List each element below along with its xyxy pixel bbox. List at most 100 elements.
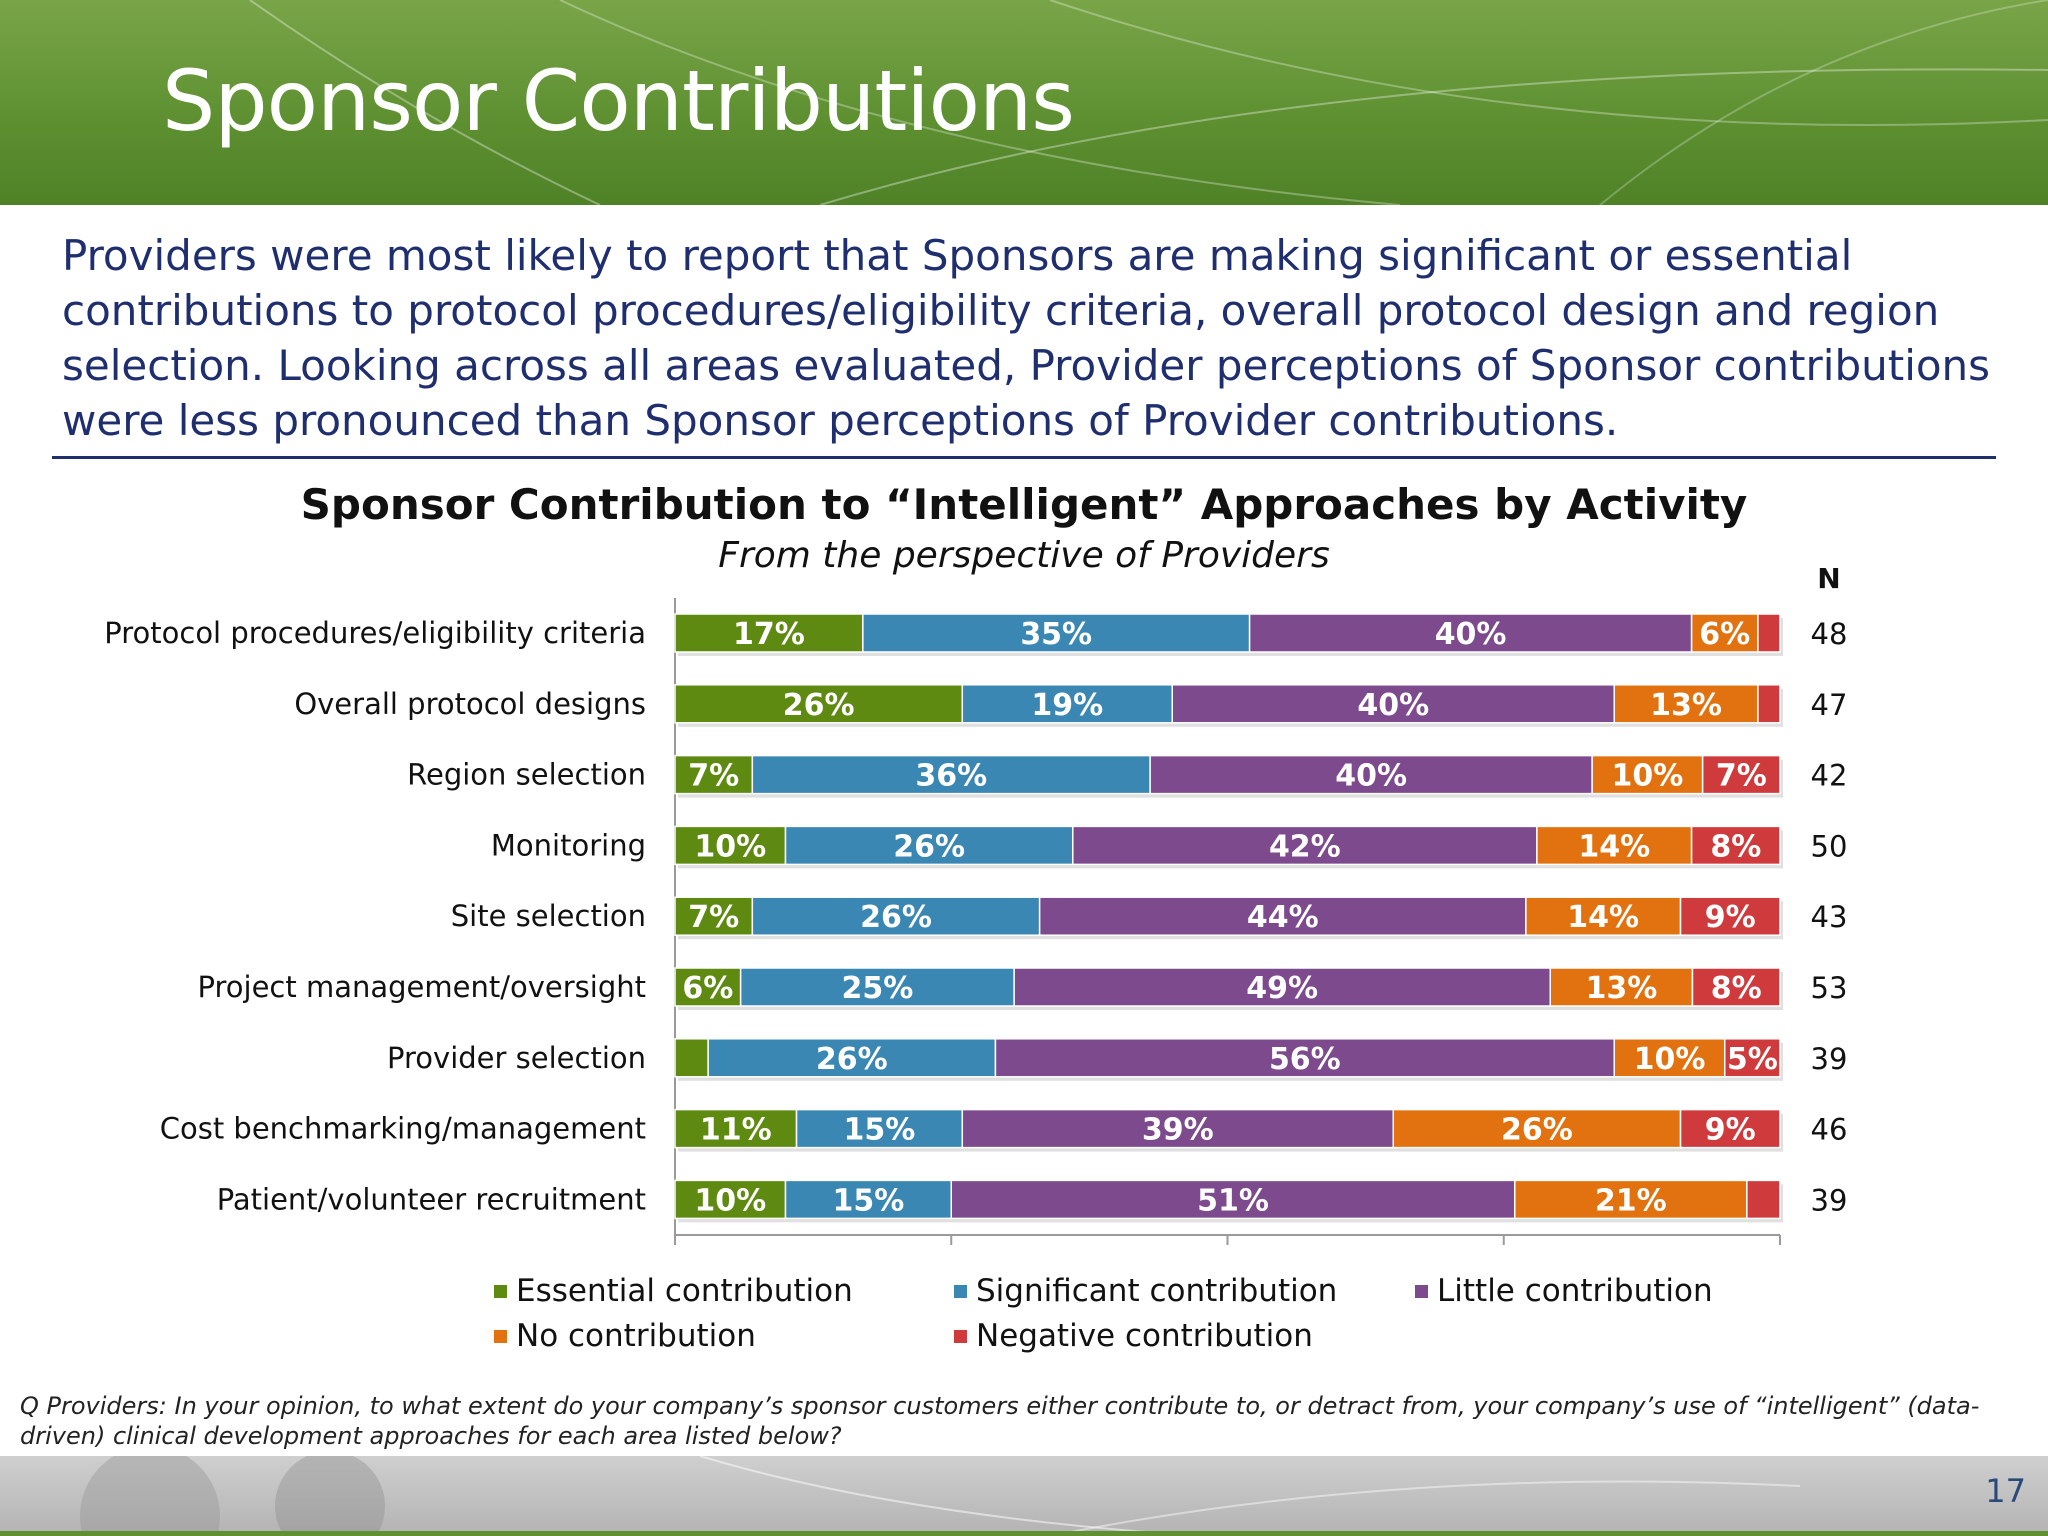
- bar-value-label: 9%: [1705, 1113, 1756, 1148]
- bar-segment: [961, 1108, 1394, 1149]
- category-label: Overall protocol designs: [294, 687, 646, 721]
- bar-value-label: 9%: [1705, 900, 1756, 935]
- bar-segment: [784, 1179, 952, 1220]
- n-value: 46: [1811, 1113, 1848, 1147]
- divider-line: [52, 456, 1996, 459]
- bar-segment: [784, 825, 1074, 866]
- bar-value-label: 6%: [682, 971, 733, 1006]
- bar-value-label: 14%: [1578, 829, 1650, 864]
- bar-segment: [674, 825, 787, 866]
- bar-segment: [1549, 967, 1694, 1007]
- bar-value-label: 6%: [1699, 617, 1750, 652]
- bar-segment: [1679, 1108, 1781, 1149]
- bar-segment: [751, 754, 1151, 795]
- bar-segment: [1613, 1038, 1726, 1078]
- bar-value-label: 44%: [1247, 900, 1319, 935]
- summary-text: Providers were most likely to report tha…: [62, 231, 1991, 445]
- chart-subtitle: From the perspective of Providers: [718, 535, 1330, 576]
- bar-value-label: 26%: [893, 829, 965, 864]
- bar-value-label: 10%: [694, 1183, 766, 1218]
- bar-segment: [1679, 896, 1781, 936]
- category-label: Site selection: [451, 899, 646, 933]
- legend-item: No contribution: [494, 1318, 756, 1354]
- bar-value-label: 14%: [1567, 900, 1639, 935]
- legend-swatch: [1415, 1284, 1428, 1298]
- category-label: Region selection: [407, 758, 646, 792]
- legend-label: Essential contribution: [516, 1273, 853, 1309]
- bar-value-label: 10%: [1611, 759, 1683, 794]
- bar-segment: [674, 684, 964, 724]
- page-number: 17: [1985, 1472, 2026, 1510]
- legend-label: No contribution: [516, 1318, 756, 1354]
- bar-segment: [674, 754, 754, 795]
- bar-value-label: 26%: [783, 688, 855, 723]
- legend-item: Significant contribution: [954, 1273, 1337, 1309]
- bar-value-label: 56%: [1269, 1042, 1341, 1077]
- bar-segment: [1536, 825, 1693, 866]
- bar-segment: [674, 613, 864, 653]
- category-label: Patient/volunteer recruitment: [217, 1182, 646, 1216]
- n-value: 47: [1811, 688, 1848, 722]
- bar-segment: [1072, 825, 1538, 866]
- bar-segment: [1746, 1179, 1781, 1220]
- category-label: Cost benchmarking/management: [160, 1112, 646, 1146]
- bar-value-label: 25%: [841, 971, 913, 1006]
- bar-segment: [1171, 684, 1615, 724]
- bar-segment: [950, 1179, 1516, 1220]
- bar-value-label: 26%: [1501, 1113, 1573, 1148]
- bar-value-label: 26%: [816, 1042, 888, 1077]
- stacked-bar-chart: N Protocol procedures/eligibility criteri…: [104, 562, 1848, 1245]
- bar-value-label: 7%: [688, 759, 739, 794]
- legend-swatch: [954, 1329, 967, 1343]
- bar-value-label: 36%: [915, 759, 987, 794]
- bar-value-label: 10%: [694, 829, 766, 864]
- legend-item: Negative contribution: [954, 1318, 1313, 1354]
- bar-segment: [1690, 825, 1781, 866]
- category-label: Monitoring: [491, 828, 646, 862]
- bar-value-label: 40%: [1435, 617, 1507, 652]
- n-value: 50: [1811, 829, 1848, 863]
- bar-value-label: 19%: [1031, 688, 1103, 723]
- n-value: 48: [1811, 617, 1848, 651]
- category-label: Project management/oversight: [198, 970, 646, 1004]
- bar-segment: [961, 684, 1173, 724]
- bar-value-label: 7%: [1716, 759, 1767, 794]
- bar-segment: [1757, 613, 1781, 653]
- bar-value-label: 8%: [1710, 829, 1761, 864]
- n-value: 42: [1811, 759, 1848, 793]
- n-value: 39: [1811, 1042, 1848, 1076]
- bar-value-label: 15%: [844, 1113, 916, 1148]
- bar-segment: [994, 1038, 1615, 1078]
- bar-segment: [707, 1038, 997, 1078]
- bar-segment: [1757, 684, 1781, 724]
- bar-segment: [1038, 896, 1527, 936]
- legend-label: Little contribution: [1437, 1273, 1713, 1309]
- bar-value-label: 39%: [1142, 1113, 1214, 1148]
- legend-swatch: [494, 1329, 507, 1343]
- bar-value-label: 11%: [700, 1113, 772, 1148]
- bar-segment: [674, 1038, 709, 1078]
- bar-segment: [1701, 754, 1781, 795]
- bar-value-label: 10%: [1634, 1042, 1706, 1077]
- bar-value-label: 21%: [1595, 1183, 1667, 1218]
- bar-value-label: 5%: [1727, 1042, 1778, 1077]
- bar-segment: [1525, 896, 1682, 936]
- bar-value-label: 35%: [1020, 617, 1092, 652]
- n-value: 43: [1811, 900, 1848, 934]
- bar-value-label: 42%: [1269, 829, 1341, 864]
- bar-segment: [674, 1179, 787, 1220]
- n-value: 39: [1811, 1183, 1848, 1217]
- bar-value-label: 13%: [1585, 971, 1657, 1006]
- slide-title: Sponsor Contributions: [162, 52, 1075, 150]
- chart-title: Sponsor Contribution to “Intelligent” Ap…: [300, 480, 1748, 529]
- n-value: 53: [1811, 971, 1848, 1005]
- survey-question: Q Providers: In your opinion, to what ex…: [20, 1392, 1980, 1450]
- bar-segment: [1392, 1108, 1682, 1149]
- bar-segment: [1691, 967, 1781, 1007]
- bar-segment: [1613, 684, 1759, 724]
- bar-value-label: 13%: [1650, 688, 1722, 723]
- footer-stripe: [0, 1531, 2048, 1536]
- bar-value-label: 40%: [1357, 688, 1429, 723]
- bar-segment: [674, 896, 754, 936]
- legend-swatch: [494, 1284, 507, 1298]
